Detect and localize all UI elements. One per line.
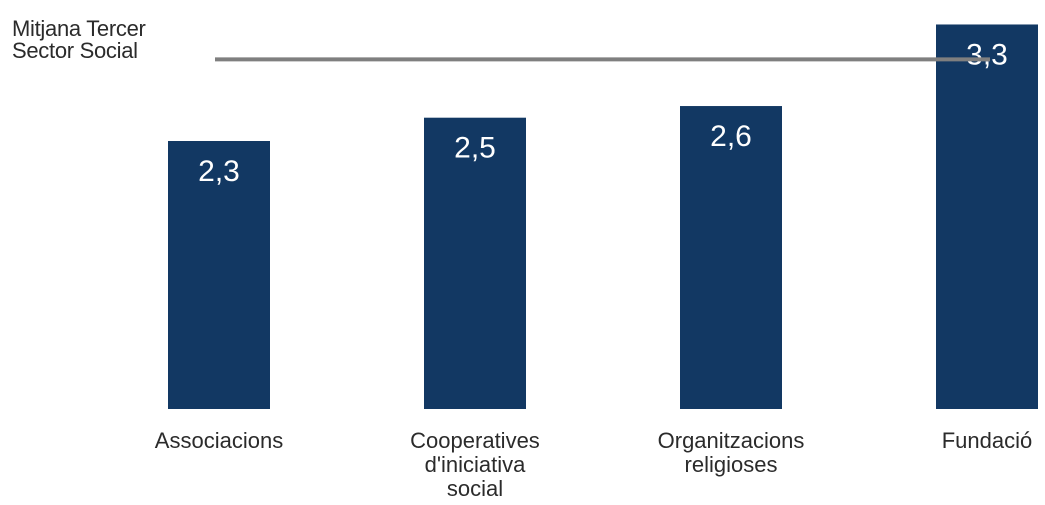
category-label-3: Organitzacions religioses [658,428,805,477]
category-label-line: Cooperatives [410,428,540,453]
category-label-line: religioses [685,452,778,477]
category-label-line: Fundació [942,428,1033,453]
average-label-line-2: Sector Social [12,38,138,63]
bar-3 [680,106,782,409]
category-label-1: Associacions [155,428,283,453]
category-label-4: Fundació [942,428,1033,453]
category-label-line: d'iniciativa [425,452,527,477]
category-label-line: Associacions [155,428,283,453]
bar-value-label-1: 2,3 [198,155,240,188]
average-label-line-1: Mitjana Tercer [12,16,146,41]
bar-1 [168,141,270,409]
category-label-line: social [447,476,503,501]
bar-value-label-2: 2,5 [454,132,496,165]
average-line-label: Mitjana Tercer Sector Social [12,18,146,62]
category-label-2: Cooperatives d'iniciativa social [410,428,540,501]
category-label-line: Organitzacions [658,428,805,453]
bar-4 [936,24,1038,409]
bar-value-label-4: 3,3 [966,38,1008,71]
bar-value-label-3: 2,6 [710,120,752,153]
bar-2 [424,117,526,410]
